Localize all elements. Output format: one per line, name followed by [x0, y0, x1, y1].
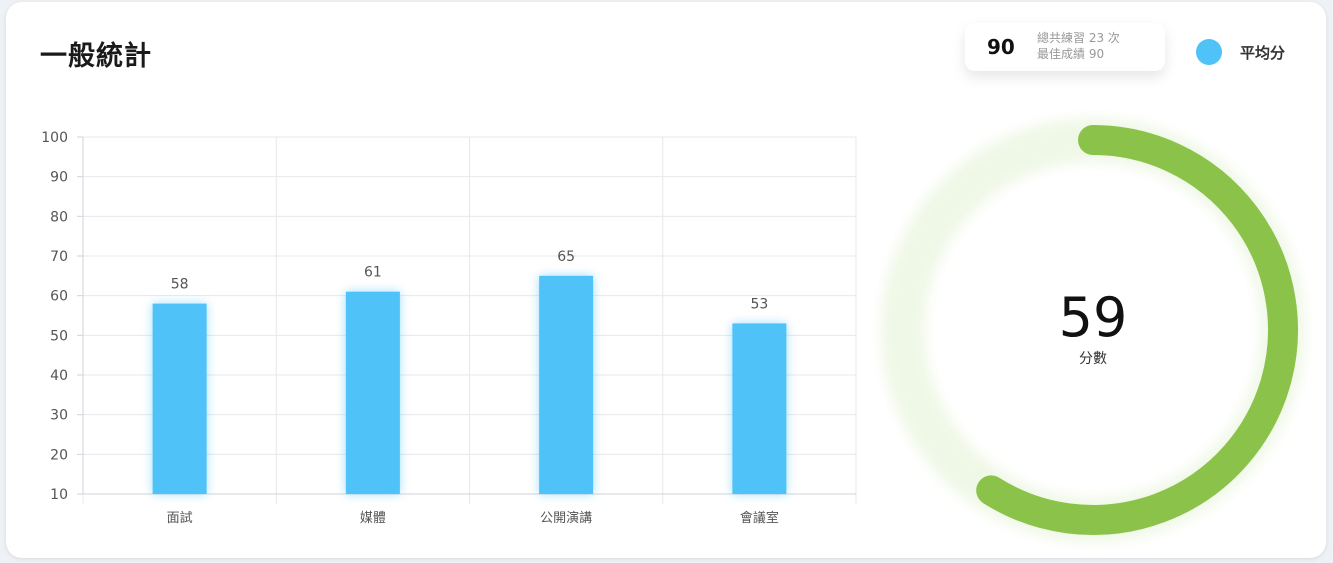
- y-tick-label: 10: [50, 487, 68, 503]
- y-tick-label: 60: [50, 289, 68, 305]
- stats-card: 一般統計 90 總共練習 23 次 最佳成績 90 平均分: [6, 2, 1326, 558]
- y-tick-label: 100: [41, 130, 68, 146]
- data-label: 58: [171, 277, 189, 293]
- bar-chart: 10 20 30 40 50 60 70 80 90 100 58 面試 61 媒體 65 公開演講 53 會議室: [41, 130, 857, 526]
- x-tick-label: 媒體: [360, 511, 386, 526]
- bar: [732, 323, 787, 494]
- chart-legend[interactable]: 平均分: [1196, 38, 1285, 66]
- gauge-progress-arc: [976, 125, 1298, 535]
- bar: [539, 275, 594, 494]
- x-tick-label: 會議室: [740, 510, 779, 526]
- x-tick-label: 公開演講: [540, 510, 592, 526]
- y-tick-label: 80: [50, 209, 68, 225]
- y-tick-label: 50: [50, 328, 68, 344]
- gauge-value: 59: [1058, 286, 1128, 349]
- legend-label: 平均分: [1240, 43, 1286, 62]
- bar: [152, 303, 207, 494]
- gauge-label: 分數: [1079, 351, 1107, 367]
- data-label: 53: [750, 296, 768, 312]
- data-label: 61: [364, 265, 382, 281]
- data-label: 65: [557, 249, 575, 265]
- best-score-box: 90 總共練習 23 次 最佳成績 90: [965, 23, 1165, 71]
- total-practice-text: 總共練習 23 次: [1037, 31, 1120, 45]
- card-title: 一般統計: [40, 41, 152, 72]
- best-score-value: 90: [987, 35, 1015, 59]
- x-tick-label: 面試: [167, 510, 193, 526]
- y-tick-label: 90: [50, 170, 68, 186]
- legend-color-dot: [1196, 39, 1222, 65]
- y-tick-label: 30: [50, 408, 68, 424]
- stat-lines: 總共練習 23 次 最佳成績 90: [1037, 30, 1120, 62]
- y-tick-label: 70: [50, 249, 68, 265]
- y-tick-label: 20: [50, 447, 68, 463]
- best-score-text: 最佳成績 90: [1037, 47, 1105, 61]
- y-tick-label: 40: [50, 368, 68, 384]
- bar: [345, 291, 400, 494]
